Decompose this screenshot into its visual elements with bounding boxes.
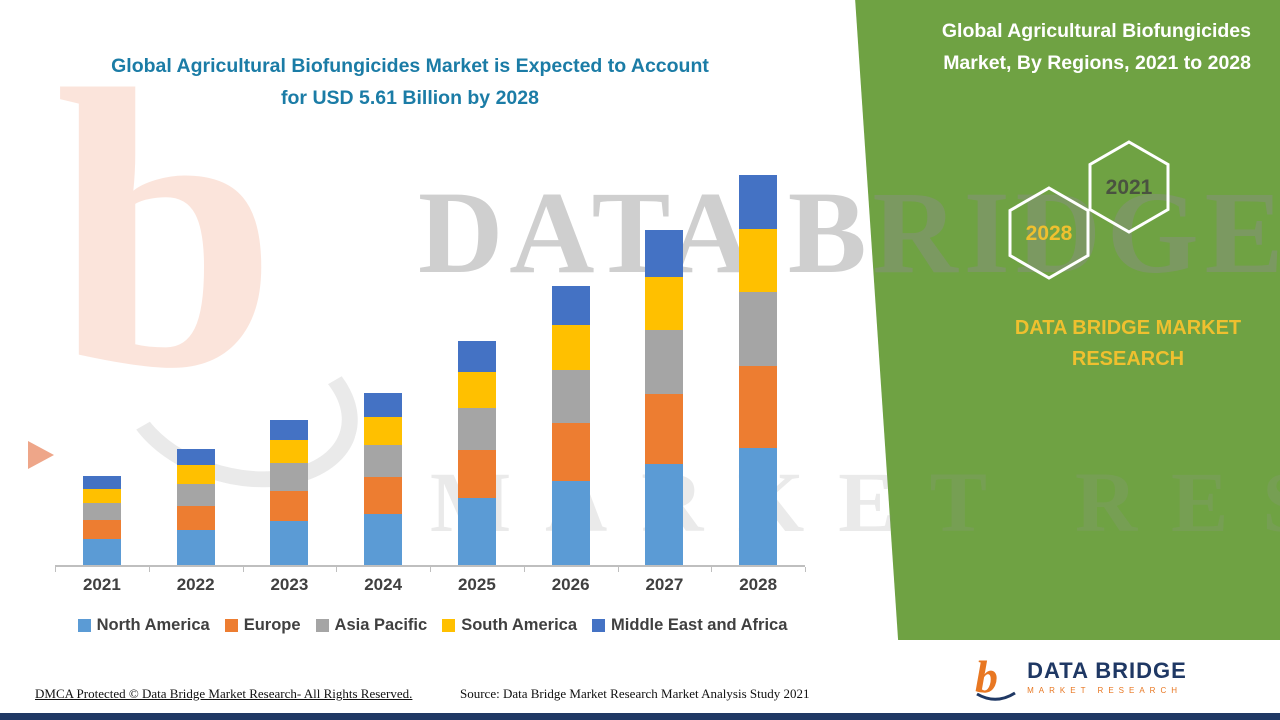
axis-tick xyxy=(55,567,56,572)
bar-segment-north-america-2021 xyxy=(82,538,121,565)
legend-label: South America xyxy=(461,616,578,634)
bar-segment-middle-east-and-africa-2023 xyxy=(270,419,309,440)
chart-legend: North America Europe Asia Pacific South Ame… xyxy=(40,616,825,635)
legend-swatch xyxy=(224,619,238,632)
bar-segment-middle-east-and-africa-2026 xyxy=(551,285,590,326)
legend-item-south-america: South America xyxy=(442,616,577,635)
x-axis-label-2021: 2021 xyxy=(82,575,121,594)
legend-item-asia-pacific: Asia Pacific xyxy=(315,616,428,635)
hexagon-2028 xyxy=(1008,186,1090,280)
axis-tick xyxy=(148,567,150,572)
chart-title-line1: Global Agricultural Biofungicides Market… xyxy=(111,55,709,77)
axis-tick xyxy=(336,567,338,572)
bar-segment-south-america-2023 xyxy=(270,439,309,463)
bar-segment-south-america-2022 xyxy=(176,464,215,484)
legend-item-middle-east-and-africa: Middle East and Africa xyxy=(592,616,787,635)
legend-label: Europe xyxy=(243,616,301,634)
bar-segment-south-america-2024 xyxy=(364,416,403,445)
hexagon-2028-label: 2028 xyxy=(1026,222,1073,245)
axis-tick xyxy=(711,567,713,572)
bar-segment-north-america-2025 xyxy=(457,497,496,565)
bar-segment-asia-pacific-2027 xyxy=(645,330,684,395)
dmca-notice: DMCA Protected © Data Bridge Market Rese… xyxy=(35,686,413,701)
legend-swatch xyxy=(77,619,91,632)
logo-text: DATA BRIDGE MARKET RESEARCH xyxy=(1027,658,1187,695)
bar-segment-north-america-2026 xyxy=(551,480,590,565)
bar-segment-asia-pacific-2023 xyxy=(270,462,309,491)
bar-segment-middle-east-and-africa-2022 xyxy=(176,448,215,465)
bar-segment-south-america-2025 xyxy=(457,371,496,408)
bar-segment-middle-east-and-africa-2027 xyxy=(645,230,684,277)
bar-segment-north-america-2023 xyxy=(270,521,309,565)
legend-label: Asia Pacific xyxy=(334,616,428,634)
legend-item-europe: Europe xyxy=(224,616,301,635)
bar-segment-europe-2026 xyxy=(551,422,590,481)
triangle-watermark xyxy=(28,441,54,469)
x-axis-label-2028: 2028 xyxy=(739,575,778,594)
bar-segment-south-america-2028 xyxy=(739,229,778,292)
chart-title: Global Agricultural Biofungicides Market… xyxy=(55,50,765,114)
side-panel-background xyxy=(855,0,1280,641)
x-axis-labels: 2021 2022 2023 2024 2025 2026 2027 2028 xyxy=(55,575,805,595)
bar-segment-asia-pacific-2026 xyxy=(551,369,590,423)
year-hexagons: 2028 2021 xyxy=(1008,140,1170,280)
bar-segment-asia-pacific-2028 xyxy=(739,291,778,367)
bar-segment-asia-pacific-2025 xyxy=(457,407,496,451)
bar-segment-asia-pacific-2022 xyxy=(176,483,215,506)
logo-title: DATA BRIDGE xyxy=(1027,658,1187,683)
bottom-navy-bar xyxy=(0,713,1280,720)
bar-segment-europe-2028 xyxy=(739,366,778,449)
legend-swatch xyxy=(442,619,456,632)
axis-tick xyxy=(242,567,244,572)
x-axis-label-2023: 2023 xyxy=(270,575,309,594)
bar-segment-south-america-2026 xyxy=(551,325,590,370)
bar-segment-europe-2024 xyxy=(364,477,403,514)
hexagon-2021-label: 2021 xyxy=(1106,176,1153,199)
bar-segment-europe-2022 xyxy=(176,505,215,531)
bar-segment-europe-2027 xyxy=(645,394,684,465)
brand-name-text: DATA BRIDGE MARKET RESEARCH xyxy=(1014,317,1242,370)
bar-segment-europe-2023 xyxy=(270,490,309,522)
hexagon-2021 xyxy=(1088,140,1170,234)
stacked-bar-chart xyxy=(55,148,806,572)
data-bridge-b-icon: b xyxy=(975,652,1016,702)
legend-label: North America xyxy=(96,616,210,634)
axis-tick xyxy=(805,567,806,572)
x-axis-label-2024: 2024 xyxy=(364,575,403,594)
bar-segment-south-america-2027 xyxy=(645,276,684,331)
x-axis-label-2025: 2025 xyxy=(457,575,496,594)
bar-segment-europe-2021 xyxy=(82,519,121,539)
bar-segment-middle-east-and-africa-2021 xyxy=(82,476,121,490)
logo-strip: b DATA BRIDGE MARKET RESEARCH xyxy=(878,640,1280,713)
x-axis-label-2027: 2027 xyxy=(645,575,684,594)
bar-segment-north-america-2022 xyxy=(176,530,215,565)
legend-item-north-america: North America xyxy=(77,616,210,635)
axis-tick xyxy=(523,567,525,572)
bar-segment-asia-pacific-2024 xyxy=(364,444,403,478)
legend-swatch xyxy=(592,619,606,632)
bar-segment-asia-pacific-2021 xyxy=(82,503,121,520)
bar-segment-south-america-2021 xyxy=(82,489,121,504)
bar-segment-middle-east-and-africa-2025 xyxy=(457,340,496,372)
bar-segment-middle-east-and-africa-2028 xyxy=(739,175,778,230)
legend-label: Middle East and Africa xyxy=(611,616,788,634)
side-panel-title: Global Agricultural Biofungicides Market… xyxy=(941,20,1251,74)
axis-tick xyxy=(617,567,619,572)
axis-tick xyxy=(430,567,431,572)
source-note: Source: Data Bridge Market Research Mark… xyxy=(460,686,810,701)
bar-segment-north-america-2028 xyxy=(739,448,778,565)
logo-subtitle: MARKET RESEARCH xyxy=(1027,686,1183,695)
bar-segment-north-america-2024 xyxy=(364,513,403,565)
bar-segment-middle-east-and-africa-2024 xyxy=(364,392,403,417)
svg-text:b: b xyxy=(975,652,998,702)
x-axis-label-2026: 2026 xyxy=(551,575,590,594)
chart-title-line2: for USD 5.61 Billion by 2028 xyxy=(281,87,539,110)
x-axis-label-2022: 2022 xyxy=(176,575,215,594)
bar-segment-europe-2025 xyxy=(457,450,496,498)
bar-segment-north-america-2027 xyxy=(645,464,684,565)
legend-swatch xyxy=(315,619,329,632)
